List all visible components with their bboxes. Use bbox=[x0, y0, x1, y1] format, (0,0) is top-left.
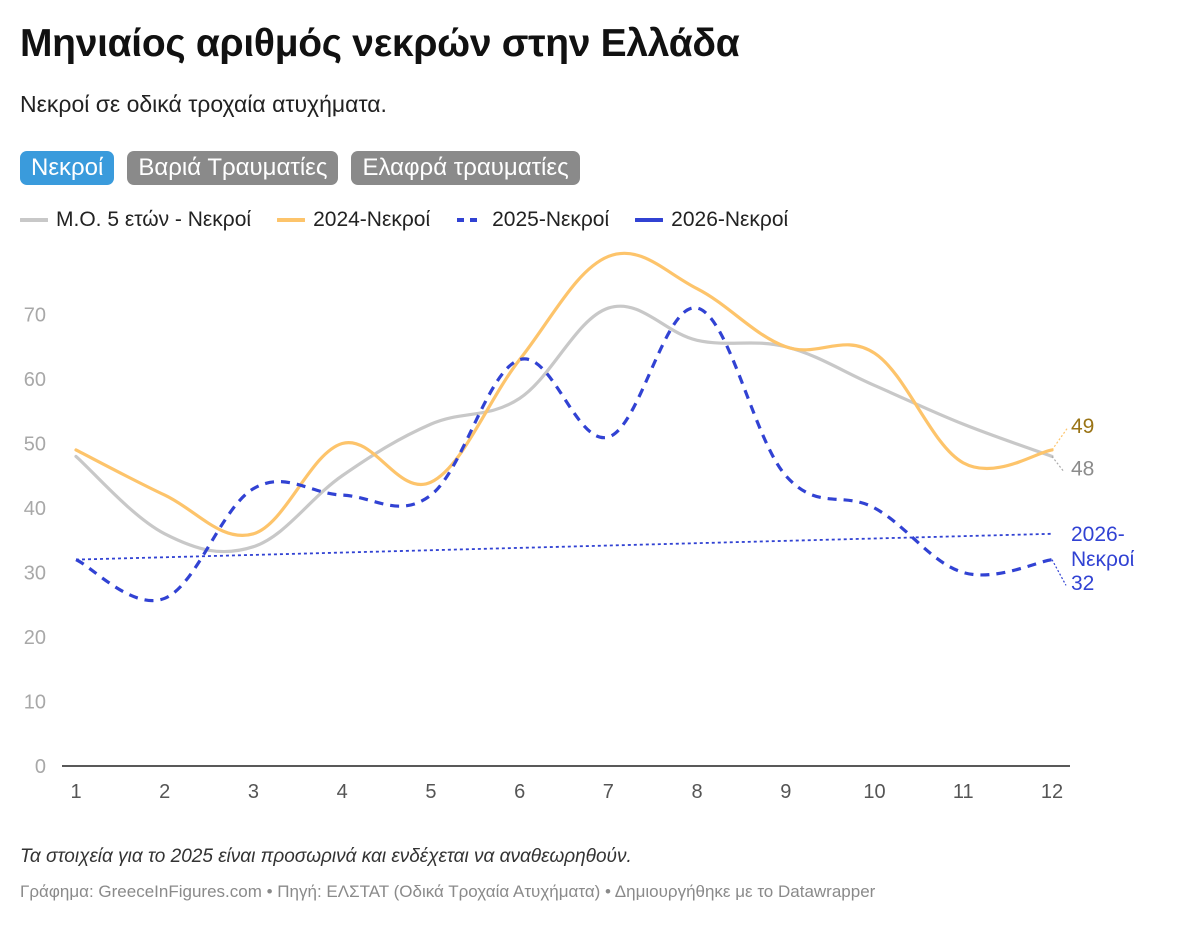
y-tick-label: 50 bbox=[24, 434, 46, 456]
end-label-2026-name-line2: Νεκροί bbox=[1071, 548, 1135, 571]
chart-title: Μηνιαίος αριθμός νεκρών στην Ελλάδα bbox=[20, 22, 740, 65]
y-tick-label: 0 bbox=[35, 756, 46, 778]
legend-swatch-2024 bbox=[277, 211, 306, 229]
tab-serious-injuries[interactable]: Βαριά Τραυματίες bbox=[127, 151, 339, 185]
leader-2026 bbox=[1051, 559, 1067, 586]
legend-item-2025: 2025-Νεκροί bbox=[456, 208, 609, 232]
y-tick-label: 20 bbox=[24, 627, 46, 649]
series-avg-line bbox=[74, 304, 1054, 554]
end-label-avg: 48 bbox=[1071, 457, 1094, 480]
legend-item-avg: Μ.Ο. 5 ετών - Νεκροί bbox=[20, 208, 251, 232]
x-tick-label: 5 bbox=[425, 781, 436, 803]
legend-item-2024: 2024-Νεκροί bbox=[277, 208, 430, 232]
end-label-2024: 49 bbox=[1071, 415, 1094, 438]
x-tick-label: 4 bbox=[337, 781, 348, 803]
chart-subtitle: Νεκροί σε οδικά τροχαία ατυχήματα. bbox=[20, 91, 387, 117]
legend-label-2024: 2024-Νεκροί bbox=[313, 208, 431, 231]
legend-label-avg: Μ.Ο. 5 ετών - Νεκροί bbox=[56, 208, 252, 231]
chart-legend: Μ.Ο. 5 ετών - Νεκροί 2024-Νεκροί 2025-Νε… bbox=[20, 208, 814, 232]
legend-label-2025: 2025-Νεκροί bbox=[492, 208, 610, 231]
series-2025-line bbox=[75, 306, 1053, 603]
legend-label-2026: 2026-Νεκροί bbox=[671, 208, 789, 231]
x-tick-label: 8 bbox=[692, 781, 703, 803]
end-label-2026-value: 32 bbox=[1071, 572, 1094, 595]
x-tick-label: 10 bbox=[863, 781, 885, 803]
x-tick-label: 2 bbox=[159, 781, 170, 803]
y-tick-label: 60 bbox=[24, 369, 46, 391]
y-tick-label: 10 bbox=[24, 692, 46, 714]
tab-minor-injuries[interactable]: Ελαφρά τραυματίες bbox=[351, 151, 580, 185]
x-tick-label: 11 bbox=[953, 781, 974, 803]
leader-2024 bbox=[1051, 428, 1068, 451]
legend-item-2026: 2026-Νεκροί bbox=[635, 208, 788, 232]
source-credits: Γράφημα: GreeceInFigures.com • Πηγή: ΕΛΣ… bbox=[20, 882, 876, 901]
series-2024-line bbox=[74, 251, 1054, 537]
x-tick-label: 3 bbox=[248, 781, 259, 803]
x-tick-label: 6 bbox=[514, 781, 525, 803]
y-tick-label: 30 bbox=[24, 563, 46, 585]
legend-swatch-2026 bbox=[635, 211, 664, 229]
x-tick-label: 1 bbox=[70, 781, 81, 803]
leader-avg bbox=[1051, 456, 1065, 473]
legend-swatch-2025 bbox=[456, 211, 484, 229]
end-label-2026-name-line1: 2026- bbox=[1071, 523, 1125, 546]
x-tick-label: 7 bbox=[603, 781, 614, 803]
x-tick-label: 9 bbox=[780, 781, 791, 803]
metric-tab-group: Νεκροί Βαριά Τραυματίες Ελαφρά τραυματίε… bbox=[20, 151, 580, 185]
y-tick-label: 70 bbox=[24, 305, 46, 327]
footnote: Τα στοιχεία για το 2025 είναι προσωρινά … bbox=[20, 846, 632, 867]
tab-deaths[interactable]: Νεκροί bbox=[20, 151, 115, 185]
legend-swatch-avg bbox=[20, 211, 48, 229]
series-2026-trend-line bbox=[75, 532, 1053, 561]
y-tick-label: 40 bbox=[24, 498, 46, 520]
x-tick-label: 12 bbox=[1041, 781, 1063, 803]
